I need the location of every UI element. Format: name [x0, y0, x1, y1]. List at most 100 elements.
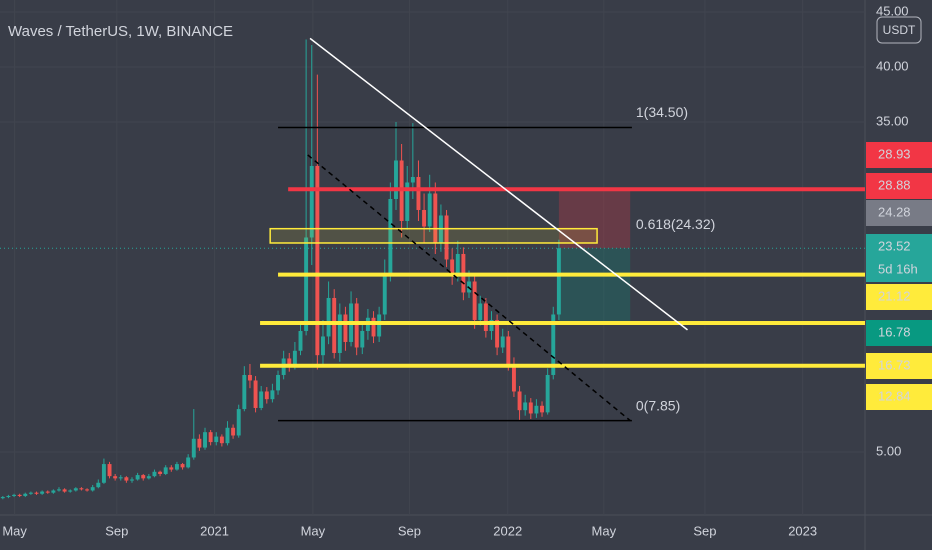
candle-body [523, 402, 528, 411]
price-label: 23.52 [878, 238, 911, 253]
candle-body [101, 464, 106, 483]
price-label: 28.93 [878, 146, 911, 161]
x-tick-label: 2021 [200, 523, 229, 538]
candle-body [62, 489, 67, 492]
candle-body [511, 363, 516, 392]
candle-body [141, 475, 146, 479]
price-label-bg [866, 320, 932, 346]
trendline [307, 154, 631, 422]
candle-body [247, 374, 252, 381]
candle-body [231, 427, 236, 436]
x-tick-label: Sep [105, 523, 128, 538]
currency-badge[interactable] [876, 16, 922, 44]
fib-label: 0.618(24.32) [636, 216, 715, 232]
candle-body [158, 471, 163, 474]
candle-body [163, 467, 168, 474]
candle-body [174, 464, 179, 470]
x-tick-label: 2023 [788, 523, 817, 538]
candle-body [551, 314, 556, 375]
candle-body [169, 467, 174, 470]
candle-body [304, 237, 309, 331]
candle-body [51, 490, 56, 493]
price-label: 16.78 [878, 324, 911, 339]
price-label: 12.84 [878, 388, 911, 403]
candle-body [427, 193, 432, 227]
candle-body [253, 380, 258, 408]
candle-body [264, 391, 269, 400]
candle-body [152, 471, 157, 477]
candle-body [186, 457, 191, 468]
candle-body [208, 432, 213, 443]
candle-body [113, 476, 118, 479]
fib-label: 1(34.50) [636, 104, 688, 120]
candle-body [85, 489, 90, 491]
candle-body [225, 427, 230, 444]
candle-body [219, 436, 224, 444]
candle-body [45, 491, 50, 493]
countdown-bg [866, 258, 932, 282]
candle-body [6, 495, 11, 498]
candle-body [12, 494, 17, 496]
candle-body [326, 297, 331, 337]
candle-body [321, 336, 325, 356]
candle-body [214, 436, 219, 443]
candle-body [337, 314, 342, 353]
candle-body [450, 259, 455, 276]
candle-body [17, 494, 22, 496]
candle-body [191, 438, 196, 458]
x-tick-label: May [2, 523, 27, 538]
candle-body [394, 160, 398, 199]
x-tick-label: May [301, 523, 326, 538]
candle-body [270, 390, 275, 400]
candle-body [495, 319, 500, 348]
y-tick-label: 5.00 [876, 443, 901, 458]
candle-body [500, 336, 505, 348]
price-label-bg [866, 200, 932, 226]
fib-label: 0(7.85) [636, 397, 680, 413]
candle-body [540, 405, 544, 413]
candle-body [332, 297, 337, 353]
price-label: 28.88 [878, 177, 911, 192]
x-tick-label: May [592, 523, 617, 538]
candle-body [343, 314, 348, 342]
price-label-bg [866, 142, 932, 168]
price-label-bg [866, 384, 932, 410]
price-label-bg [866, 284, 932, 310]
countdown-label: 5d 16h [878, 261, 918, 276]
candle-body [517, 391, 522, 411]
candle-body [242, 374, 247, 410]
candle-body [197, 438, 202, 448]
candle-body [416, 176, 421, 210]
candle-body [276, 374, 281, 391]
candle-body [130, 479, 134, 481]
candle-body [506, 336, 511, 364]
candle-body [146, 476, 151, 479]
y-tick-label: 40.00 [876, 58, 909, 73]
candle-body [382, 275, 387, 315]
price-label-bg [866, 173, 932, 199]
price-label: 24.28 [878, 204, 911, 219]
position-stop [558, 248, 631, 323]
candle-body [405, 182, 410, 221]
candle-body [528, 402, 533, 414]
candle-body [422, 209, 427, 227]
candle-body [410, 176, 415, 183]
candle-body [28, 492, 33, 494]
candle-body [444, 215, 449, 260]
candle-body [388, 198, 393, 276]
y-tick-label: 35.00 [876, 113, 909, 128]
x-tick-label: Sep [693, 523, 716, 538]
candle-body [483, 303, 488, 331]
price-label-bg [866, 353, 932, 379]
candle-body [180, 464, 185, 468]
candle-body [96, 482, 101, 488]
candle-body [309, 165, 314, 238]
candle-body [298, 330, 303, 351]
position-target [558, 189, 631, 249]
candle-body [203, 432, 207, 448]
candle-body [135, 475, 140, 480]
price-label: 21.12 [878, 288, 911, 303]
candle-body [478, 303, 483, 320]
price-label-bg [866, 234, 932, 260]
